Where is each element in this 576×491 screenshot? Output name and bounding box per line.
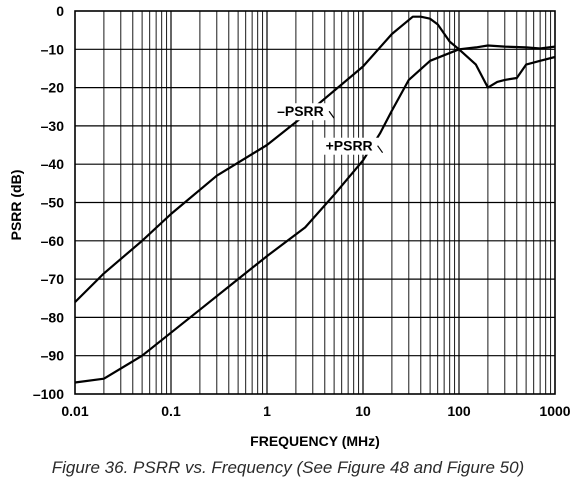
x-tick-label: 1000 xyxy=(539,403,570,419)
y-tick-label: –90 xyxy=(41,348,65,364)
y-tick-label: –50 xyxy=(41,195,65,211)
x-tick-label: 10 xyxy=(355,403,371,419)
x-tick-label: 0.01 xyxy=(61,403,88,419)
plus-psrr-leader xyxy=(377,145,384,154)
y-tick-label: –10 xyxy=(41,41,65,57)
y-tick-label: –30 xyxy=(41,118,65,134)
minus-psrr-line xyxy=(74,15,556,303)
plus-psrr-label: +PSRR xyxy=(326,138,373,154)
series-label-background xyxy=(274,103,331,121)
minus-psrr-label: –PSRR xyxy=(277,103,324,119)
y-tick-label: –70 xyxy=(41,271,65,287)
plus-psrr-line xyxy=(74,48,556,384)
chart-axes: 0.01 0.1 1 10 100 1000 0 –10 –20 –30 –40 –50 –60 –70 –… xyxy=(33,3,571,419)
y-tick-label: 0 xyxy=(56,3,64,19)
series-label-background xyxy=(322,137,379,155)
x-tick-label: 100 xyxy=(447,403,471,419)
x-tick-label: 1 xyxy=(263,403,271,419)
y-axis-title: PSRR (dB) xyxy=(8,170,24,241)
y-tick-label: –20 xyxy=(41,80,65,96)
chart-labels: –PSRR +PSRR xyxy=(274,103,384,155)
chart-series xyxy=(74,15,556,384)
minus-psrr-leader xyxy=(328,110,335,119)
y-tick-label: –40 xyxy=(41,156,65,172)
plot-frame xyxy=(74,10,556,395)
y-tick-label: –100 xyxy=(33,386,64,402)
figure-caption: Figure 36. PSRR vs. Frequency (See Figur… xyxy=(51,458,525,477)
y-tick-label: –80 xyxy=(41,309,65,325)
chart-grid xyxy=(75,11,555,394)
x-tick-label: 0.1 xyxy=(161,403,181,419)
x-axis-title: FREQUENCY (MHz) xyxy=(250,433,380,449)
y-tick-label: –60 xyxy=(41,233,65,249)
